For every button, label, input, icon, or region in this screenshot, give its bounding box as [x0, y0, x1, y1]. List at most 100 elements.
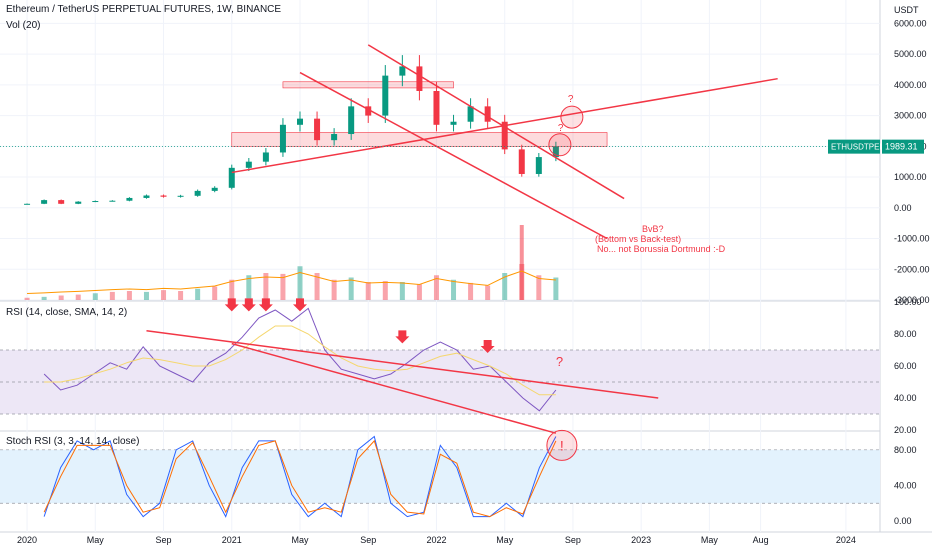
x-tick-label: Aug	[753, 535, 769, 545]
y-tick-label: 5000.00	[894, 49, 927, 59]
x-tick-label: 2020	[17, 535, 37, 545]
rsi-arrow-down-icon	[480, 340, 495, 353]
volume-bar	[58, 295, 64, 300]
stoch-tick-label: 80.00	[894, 445, 917, 455]
volume-bar-peak	[519, 225, 524, 300]
rsi-line-main	[43, 307, 557, 412]
trendline-falling-upper	[367, 44, 625, 200]
y-tick-label: 1000.00	[894, 172, 927, 182]
stoch-alert-circle	[546, 429, 578, 461]
volume-bar	[485, 285, 491, 300]
candle-body	[484, 106, 491, 122]
rsi-tick-label: 60.00	[894, 361, 917, 371]
candle-body	[518, 149, 525, 174]
x-tick-label: 2022	[426, 535, 446, 545]
x-tick-label: Sep	[360, 535, 376, 545]
volume-bar	[553, 277, 559, 300]
price-badge	[882, 139, 924, 154]
x-tick-label: 2023	[631, 535, 651, 545]
symbol-badge-text: ETHUSDTPERP	[831, 143, 891, 152]
candle-body	[279, 124, 286, 153]
volume-bar	[75, 294, 81, 300]
candle-body	[245, 161, 252, 168]
candle-body	[109, 200, 116, 202]
candle-body	[552, 146, 559, 158]
rsi-arrow-down-icon	[224, 298, 239, 312]
candle-body	[433, 90, 440, 125]
candle-body	[467, 106, 474, 122]
y-tick-label: 0.00	[894, 203, 912, 213]
stoch-line-d	[43, 439, 557, 518]
symbol-badge	[828, 139, 880, 154]
volume-bar	[212, 286, 218, 300]
candle-body	[535, 157, 542, 174]
volume-bar	[263, 273, 269, 300]
candle-body	[382, 75, 389, 116]
candle-body	[501, 121, 508, 150]
x-tick-label: May	[291, 535, 309, 545]
volume-bar	[126, 291, 132, 300]
candle-body	[177, 195, 184, 197]
volume-bar	[143, 291, 149, 300]
candle-body	[126, 197, 133, 201]
annotation-circle	[560, 105, 584, 129]
rsi-label: RSI (14, close, SMA, 14, 2)	[6, 307, 128, 318]
candle-body	[314, 118, 321, 141]
candle-body	[365, 106, 372, 116]
volume-bar	[399, 282, 405, 300]
y-tick-label: 3000.00	[894, 111, 927, 121]
rsi-question: ?	[556, 354, 563, 369]
volume-bar	[195, 288, 201, 300]
chart-title: Ethereum / TetherUS PERPETUAL FUTURES, 1…	[6, 4, 282, 15]
candle-body	[331, 134, 338, 141]
rsi-trendline-lower	[231, 342, 557, 434]
x-tick-label: 2021	[222, 535, 242, 545]
trendline-falling-lower	[299, 71, 608, 240]
x-tick-label: May	[496, 535, 514, 545]
stoch-tick-label: 0.00	[894, 516, 912, 526]
y-tick-label: -2000.00	[894, 264, 930, 274]
volume-bar	[314, 273, 320, 300]
candle-body	[262, 152, 269, 162]
annotation-question: ?	[558, 123, 564, 134]
volume-bar	[468, 282, 474, 300]
annotation-note-line: No... not Borussia Dortmund :-D	[597, 244, 726, 254]
candle-body	[211, 187, 218, 191]
currency-label: USDT	[894, 5, 919, 15]
rsi-tick-label: 100.00	[894, 297, 922, 307]
volume-bar	[109, 291, 115, 300]
y-tick-label: -3000.00	[894, 295, 930, 305]
rsi-trendline-upper	[146, 330, 659, 399]
x-tick-label: Sep	[156, 535, 172, 545]
candle-body	[75, 201, 82, 204]
rsi-tick-label: 80.00	[894, 329, 917, 339]
annotation-note-line: (Bottom vs Back-test)	[595, 234, 681, 244]
volume-bar	[178, 291, 184, 300]
rsi-arrow-down-icon	[258, 298, 273, 312]
annotation-circle	[548, 133, 572, 157]
candle-body	[297, 118, 303, 125]
candle-body	[194, 190, 201, 196]
volume-bar	[161, 290, 167, 300]
candle-body	[143, 195, 150, 198]
rsi-tick-label: 20.00	[894, 425, 917, 435]
volume-ma-line	[27, 270, 556, 294]
candle-body	[416, 66, 423, 91]
rsi-line-ma	[44, 325, 556, 396]
candle-body	[41, 200, 48, 204]
volume-bar	[229, 279, 235, 300]
trendline-rising	[231, 77, 778, 174]
volume-bar	[433, 275, 439, 300]
y-tick-label: -1000.00	[894, 234, 930, 244]
stoch-band	[0, 449, 880, 504]
x-tick-label: 2024	[836, 535, 856, 545]
price-badge-text: 1989.31	[885, 142, 918, 152]
zone-resistance	[282, 81, 454, 89]
annotation-question: ?	[568, 94, 574, 105]
candle-body	[92, 201, 99, 203]
volume-bar	[382, 281, 388, 300]
volume-bar	[502, 273, 508, 300]
volume-bar	[348, 277, 354, 300]
